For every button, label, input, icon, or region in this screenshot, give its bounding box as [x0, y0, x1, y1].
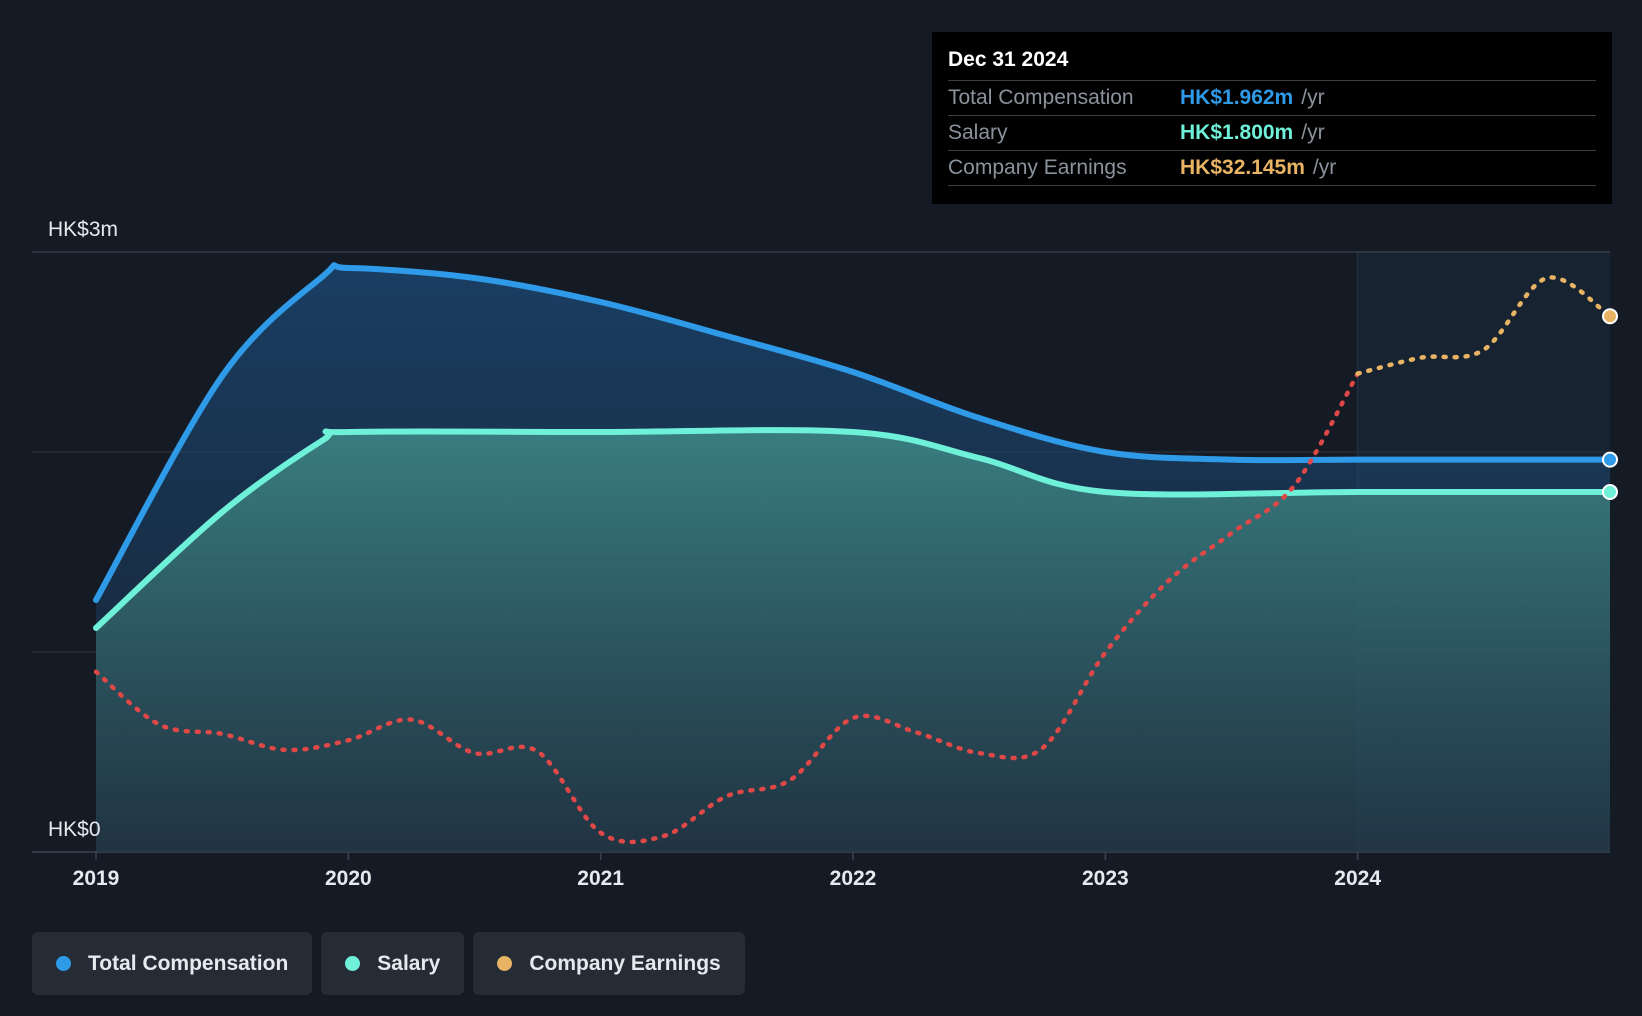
- total-compensation-line: [93, 262, 1613, 603]
- tooltip-unit: /yr: [1301, 121, 1325, 144]
- tooltip-value: HK$32.145m: [1180, 156, 1305, 179]
- tooltip-label: Company Earnings: [948, 156, 1127, 179]
- tooltip-label: Total Compensation: [948, 86, 1134, 109]
- tooltip-row-total-compensation: Total Compensation HK$1.962m /yr: [948, 80, 1596, 115]
- legend: Total Compensation Salary Company Earnin…: [32, 932, 745, 995]
- tooltip-value: HK$1.800m: [1180, 121, 1294, 144]
- total-compensation-point: [1602, 451, 1618, 468]
- legend-item-salary[interactable]: Salary: [321, 932, 465, 995]
- tooltip-unit: /yr: [1312, 156, 1337, 179]
- x-tick-label: 2020: [325, 867, 372, 890]
- tooltip-value: HK$1.962m: [1180, 86, 1294, 109]
- x-tick-label: 2022: [830, 867, 877, 890]
- legend-label: Total Compensation: [88, 951, 289, 975]
- tooltip-row-company-earnings: Company Earnings HK$32.145m /yr: [948, 150, 1596, 186]
- tooltip-label: Salary: [948, 121, 1008, 144]
- y-axis-label-min: HK$0: [48, 818, 101, 841]
- salary-point: [1602, 484, 1618, 500]
- x-tick-label: 2024: [1334, 867, 1381, 890]
- x-tick-label: 2023: [1082, 867, 1129, 890]
- company-earnings-point: [1602, 308, 1618, 325]
- legend-dot-icon: [497, 956, 513, 971]
- legend-item-company-earnings[interactable]: Company Earnings: [473, 932, 745, 995]
- tooltip: Dec 31 2024 Total Compensation HK$1.962m…: [932, 32, 1612, 204]
- tooltip-unit: /yr: [1301, 86, 1325, 109]
- salary-line: [93, 427, 1613, 631]
- y-axis-label-max: HK$3m: [48, 218, 118, 241]
- legend-dot-icon: [345, 956, 361, 971]
- legend-label: Salary: [377, 951, 441, 975]
- tooltip-row-salary: Salary HK$1.800m /yr: [948, 115, 1596, 150]
- company-earnings-line: [1355, 275, 1613, 376]
- x-tick-label: 2021: [577, 867, 624, 890]
- tooltip-date: Dec 31 2024: [948, 48, 1069, 71]
- x-tick-label: 2019: [73, 867, 120, 890]
- legend-dot-icon: [56, 956, 71, 971]
- legend-label: Company Earnings: [529, 951, 721, 975]
- legend-item-total-compensation[interactable]: Total Compensation: [32, 932, 313, 995]
